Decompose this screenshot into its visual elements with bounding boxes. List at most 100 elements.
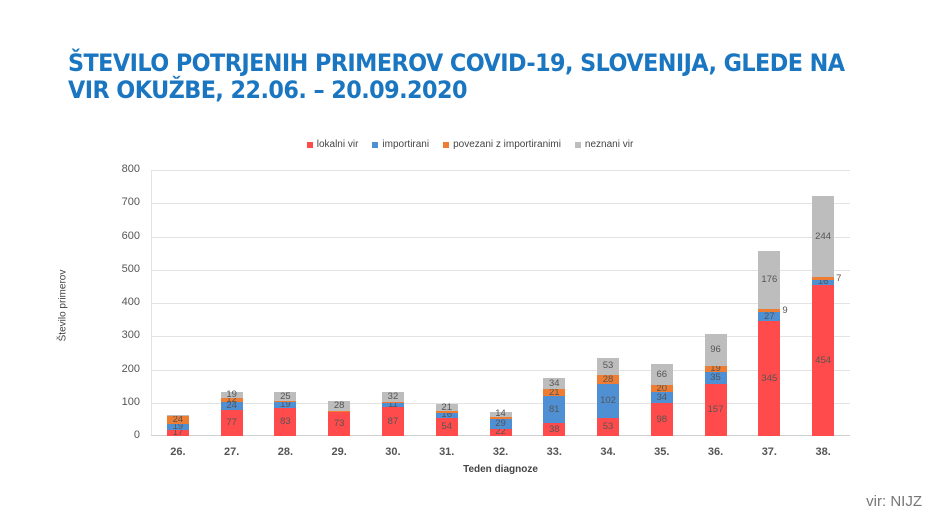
y-tick-label: 300	[121, 329, 140, 342]
data-label: 35	[710, 372, 721, 383]
data-label: 27	[764, 310, 775, 322]
bar-segment: 12	[220, 395, 243, 405]
legend-item: neznani vir	[574, 139, 634, 150]
bar-stack: 83 19 25	[274, 391, 297, 436]
y-tick-label: 400	[121, 296, 140, 308]
bar-segment: 7	[812, 273, 841, 283]
data-label: 96	[710, 343, 721, 355]
bar-segment: 17	[166, 427, 189, 439]
bar-segment: 19	[166, 421, 189, 433]
gridline	[151, 170, 850, 171]
data-label: 244	[815, 230, 832, 242]
x-tick-label: 36.	[707, 446, 724, 458]
bar-segment	[435, 411, 458, 413]
y-tick-label: 700	[121, 196, 140, 209]
bar-segment: 73	[328, 411, 351, 436]
data-label: 34	[548, 377, 560, 389]
bar-segment: 11	[381, 399, 404, 411]
bar-segment: 102	[597, 384, 620, 419]
data-label: 19	[280, 399, 291, 411]
bar-stack: 454 16 7 244	[812, 196, 841, 436]
bar-stack: 87 11 32	[381, 392, 404, 436]
data-label: 345	[761, 372, 778, 384]
x-tick-label: 26.	[170, 446, 186, 458]
data-label: 102	[600, 395, 616, 407]
bar-segment: 54	[435, 418, 458, 436]
x-tick-label: 34.	[600, 446, 616, 458]
x-tick-label: 29.	[331, 446, 347, 458]
bar-segment: 35	[704, 372, 727, 384]
bar-segment: 176	[758, 250, 781, 310]
bar-segment: 38	[543, 423, 566, 436]
bar-stack: 54 16 21	[435, 401, 458, 436]
x-tick-label: 32.	[492, 446, 509, 458]
bar-segment	[381, 402, 404, 404]
data-label: 17	[172, 427, 184, 439]
bar-segment: 34	[650, 391, 673, 404]
bar-segment: 66	[650, 363, 673, 386]
data-label: 53	[602, 360, 614, 372]
bar-segment	[328, 411, 351, 412]
data-label: 24	[172, 414, 184, 426]
y-tick-label: 600	[121, 229, 140, 242]
bar-stack: 38 81 21 34	[543, 377, 566, 436]
bar-segment: 16	[812, 276, 835, 288]
data-label: 98	[656, 413, 668, 425]
gridline	[151, 369, 850, 371]
bar-segment: 87	[381, 407, 404, 436]
bar-segment: 77	[220, 410, 243, 436]
y-tick-label: 500	[121, 262, 140, 275]
bar-segment: 244	[812, 196, 835, 278]
bar-segment: 21	[543, 387, 566, 397]
bar-segment: 24	[220, 401, 243, 411]
x-tick-label: 35.	[654, 446, 670, 458]
data-label: 16	[441, 409, 452, 421]
bar-stack: 98 34 20 66	[650, 363, 673, 436]
data-label: 29	[495, 417, 506, 429]
data-label: 176	[761, 274, 778, 286]
data-label: 11	[388, 399, 398, 411]
legend-label: neznani vir	[584, 139, 634, 150]
data-label: 19	[226, 389, 237, 401]
x-axis-label: Teden diagnoze	[463, 464, 538, 475]
legend-label: lokalni vir	[316, 139, 359, 150]
x-tick-label: 33.	[546, 446, 562, 458]
bar-segment: 25	[274, 391, 297, 401]
bar-segment: 9	[758, 305, 788, 315]
bar-segment: 53	[597, 418, 620, 436]
data-label: 21	[441, 401, 452, 413]
data-label: 73	[333, 417, 345, 429]
data-label: 34	[656, 391, 668, 403]
gridline	[151, 269, 850, 271]
legend-label: povezani z importiranimi	[453, 139, 561, 150]
data-label: 87	[387, 415, 399, 427]
data-label: 38	[548, 423, 560, 435]
data-label: 28	[602, 373, 614, 385]
bar-segment: 53	[597, 357, 620, 376]
legend-swatch-icon	[443, 141, 450, 148]
bar-segment: 32	[381, 392, 404, 403]
data-label: 66	[656, 368, 668, 380]
bar-segment: 27	[758, 310, 781, 322]
data-label: 16	[817, 276, 829, 288]
legend-item: importirani	[372, 139, 429, 150]
data-label: 22	[495, 426, 506, 438]
data-label: 9	[782, 304, 788, 316]
bar-segment: 81	[543, 396, 566, 424]
bar-segment: 345	[758, 321, 781, 436]
legend-swatch-icon	[574, 141, 581, 148]
bar-segment: 19	[220, 389, 243, 401]
bar-segment: 83	[274, 408, 297, 436]
data-label: 20	[656, 382, 668, 394]
bar-segment: 21	[435, 401, 458, 413]
source-note: vir: NIJZ	[866, 493, 922, 510]
y-axis-label: Število primerov	[57, 269, 69, 342]
data-label: 19	[172, 421, 184, 433]
x-tick-label: 37.	[761, 446, 777, 458]
data-label: 157	[707, 403, 724, 415]
x-tick-label: 27.	[223, 446, 240, 458]
legend-swatch-icon	[306, 141, 313, 148]
bar-stack: 157 35 19 96	[704, 333, 727, 436]
bar-segment: 29	[489, 417, 512, 429]
data-label: 54	[441, 421, 452, 433]
